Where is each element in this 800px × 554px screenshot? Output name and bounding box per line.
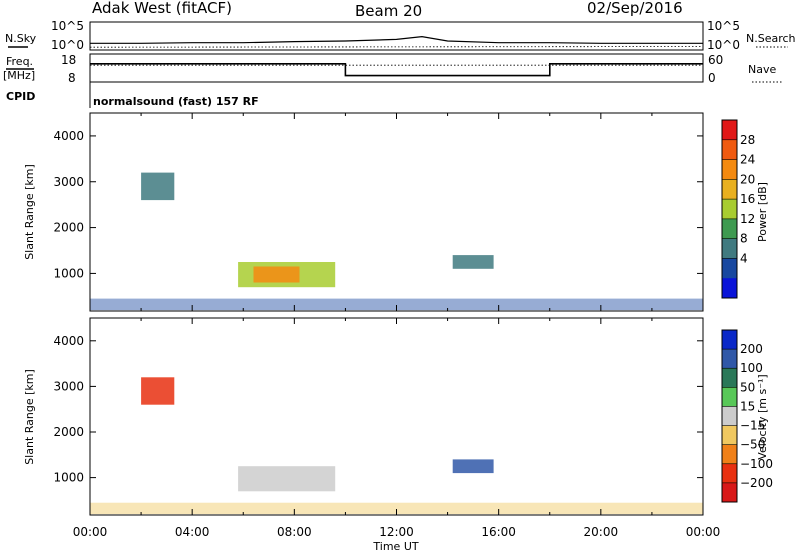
x-tick-label: 00:00 [686, 525, 721, 539]
noise-panel [89, 21, 704, 51]
y-tick-label: 2000 [53, 425, 84, 439]
noise-series-nsky [90, 35, 703, 44]
noise-tick-right-bottom: 10^0 [707, 38, 740, 52]
x-tick-label: 20:00 [584, 525, 619, 539]
x-axis-label: Time UT [372, 540, 418, 553]
colorbar-tick-label: 15 [740, 399, 755, 413]
scatter-region [238, 466, 336, 492]
freq-tick-bottom: 8 [68, 71, 76, 85]
colorbar-tick-label: 28 [740, 133, 755, 147]
nsearch-label: N.Search [746, 32, 796, 45]
date-title: 02/Sep/2016 [587, 0, 683, 17]
cpid-label: CPID [6, 90, 35, 103]
x-tick-label: 00:00 [73, 525, 108, 539]
x-tick-label: 04:00 [175, 525, 210, 539]
colorbar-segment [722, 482, 737, 503]
freq-label: Freq. [6, 55, 33, 68]
velocity-colorbar: 200 100 50 15 −15 −50 −100 −200 [721, 329, 773, 503]
power-colorbar-label: Power [dB] [756, 182, 769, 242]
colorbar-tick-label: −15 [740, 419, 765, 433]
colorbar-tick-label: 200 [740, 342, 763, 356]
colorbar-segment [722, 199, 737, 220]
colorbar-tick-label: −200 [740, 476, 773, 490]
noise-panel-plot [89, 35, 703, 48]
scatter-region [141, 377, 175, 405]
noise-tick-left-top: 10^5 [51, 19, 84, 33]
colorbar-segment [722, 349, 737, 369]
colorbar-frame [721, 119, 738, 299]
velocity-panel-plot [90, 377, 703, 515]
noise-series-nsearch [89, 46, 703, 48]
colorbar-frame [721, 329, 738, 503]
colorbar-segment [722, 463, 737, 484]
freq-tick-top: 18 [61, 53, 76, 67]
colorbar-segment [722, 425, 737, 446]
nave-label: Nave [748, 63, 776, 76]
colorbar-tick-label: 50 [740, 380, 755, 394]
frequency-panel-plot [90, 63, 703, 77]
colorbar-segment [722, 368, 737, 388]
nave-tick-bottom: 0 [708, 71, 716, 85]
colorbar-tick-label: 4 [740, 251, 748, 265]
velocity-y-ticks: 1000 2000 3000 4000 [53, 318, 704, 515]
velocity-colorbar-label: Velocity [m s⁻¹] [756, 374, 769, 459]
colorbar-segment [722, 218, 737, 240]
freq-series-freq [90, 63, 703, 77]
velocity-ylabel: Slant Range [km] [23, 369, 36, 465]
power-colorbar: 28 24 20 16 12 8 4 [721, 119, 755, 299]
nsky-label: N.Sky [5, 32, 37, 45]
y-tick-label: 1000 [53, 471, 84, 485]
y-tick-label: 2000 [53, 221, 84, 235]
y-tick-label: 4000 [53, 129, 84, 143]
cpid-text: normalsound (fast) 157 RF [93, 95, 259, 108]
nave-tick-top: 60 [708, 53, 723, 67]
colorbar-segment [722, 179, 737, 200]
x-tick-label: 08:00 [277, 525, 312, 539]
frequency-panel [89, 53, 704, 83]
colorbar-tick-label: 8 [740, 232, 748, 246]
power-panel [89, 112, 704, 312]
y-tick-label: 1000 [53, 266, 84, 280]
y-tick-label: 3000 [53, 175, 84, 189]
station-title: Adak West (fitACF) [92, 0, 232, 17]
scatter-region [90, 298, 703, 311]
colorbar-segment [722, 159, 737, 180]
freq-unit: [MHz] [3, 69, 35, 82]
colorbar-segment [722, 387, 737, 407]
velocity-panel [89, 317, 704, 516]
scatter-region [452, 255, 494, 269]
y-tick-label: 3000 [53, 379, 84, 393]
colorbar-segment [722, 238, 737, 259]
scatter-region [253, 266, 300, 283]
x-tick-label: 16:00 [481, 525, 516, 539]
x-tick-label: 12:00 [379, 525, 414, 539]
colorbar-tick-label: 12 [740, 212, 755, 226]
colorbar-segment [722, 120, 737, 141]
power-panel-plot [90, 172, 703, 311]
colorbar-segment [722, 258, 737, 279]
scatter-region [452, 459, 494, 474]
power-ylabel: Slant Range [km] [23, 164, 36, 260]
scatter-region [90, 502, 703, 515]
scatter-region [141, 172, 175, 201]
colorbar-tick-label: −50 [740, 438, 765, 452]
colorbar-tick-label: −100 [740, 457, 773, 471]
colorbar-segment [722, 139, 737, 161]
colorbar-segment [722, 278, 737, 299]
beam-title: Beam 20 [355, 2, 422, 20]
colorbar-segment [722, 406, 737, 426]
x-axis-ticks: 00:00 04:00 08:00 12:00 16:00 20:00 00:00 [73, 525, 721, 539]
noise-tick-right-top: 10^5 [707, 19, 740, 33]
colorbar-tick-label: 24 [740, 153, 755, 167]
colorbar-tick-label: 100 [740, 361, 763, 375]
colorbar-tick-label: 16 [740, 192, 755, 206]
colorbar-segment [722, 330, 737, 350]
y-tick-label: 4000 [53, 334, 84, 348]
colorbar-tick-label: 20 [740, 172, 755, 186]
power-y-ticks: 1000 2000 3000 4000 [53, 113, 704, 311]
noise-tick-left-bottom: 10^0 [51, 38, 84, 52]
colorbar-segment [722, 444, 737, 465]
